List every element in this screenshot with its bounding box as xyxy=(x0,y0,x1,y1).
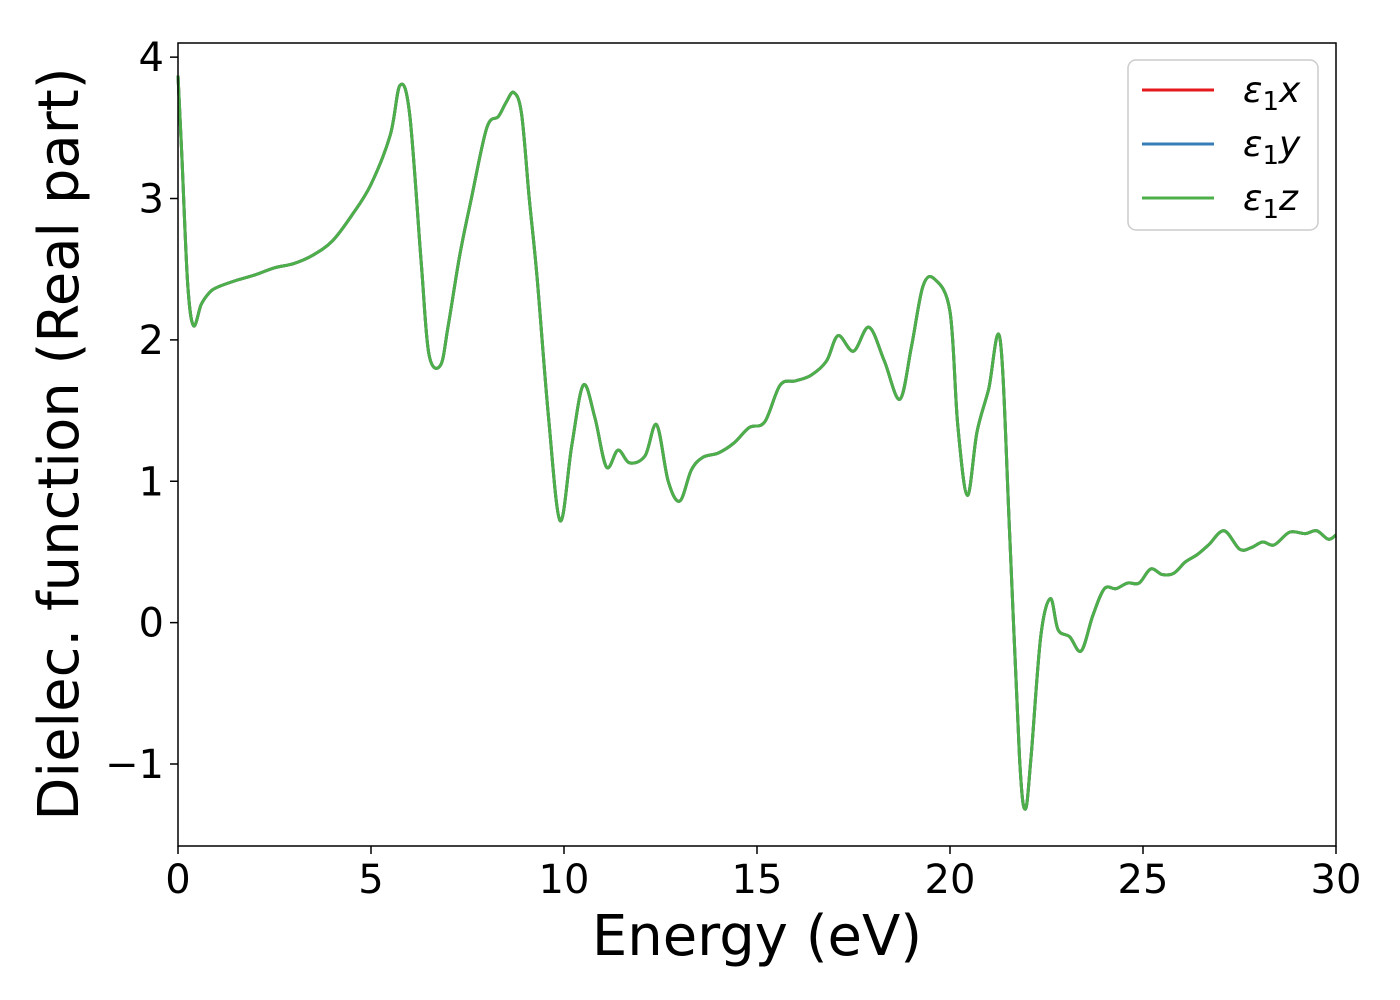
legend-box xyxy=(1127,59,1319,231)
x-axis-label: Energy (eV) xyxy=(592,904,922,969)
legend-label-2: ε1z xyxy=(1243,178,1299,225)
series-line-2 xyxy=(176,75,1337,811)
y-tick-label: 4 xyxy=(139,35,164,81)
x-tick-label: 0 xyxy=(165,857,190,903)
legend-label-1: ε1y xyxy=(1243,124,1301,171)
x-tick-label: 15 xyxy=(732,857,783,903)
y-tick-label: 1 xyxy=(139,459,164,505)
y-tick-label: 0 xyxy=(139,601,164,647)
x-tick-label: 25 xyxy=(1118,857,1169,903)
x-axis-ticks: 0 5 10 15 20 25 30 xyxy=(165,846,1361,903)
legend: ε1x ε1y ε1z xyxy=(1127,59,1319,231)
x-tick-label: 5 xyxy=(358,857,383,903)
y-axis-label: Dielec. function (Real part) xyxy=(27,67,92,820)
x-tick-label: 20 xyxy=(925,857,976,903)
series-layer xyxy=(176,75,1337,811)
y-tick-label: −1 xyxy=(105,742,164,788)
y-axis-ticks: −1 0 1 2 3 4 xyxy=(105,35,178,788)
legend-label-0: ε1x xyxy=(1243,70,1301,117)
y-tick-label: 2 xyxy=(139,318,164,364)
x-tick-label: 30 xyxy=(1311,857,1362,903)
x-tick-label: 10 xyxy=(539,857,590,903)
y-tick-label: 3 xyxy=(139,177,164,223)
